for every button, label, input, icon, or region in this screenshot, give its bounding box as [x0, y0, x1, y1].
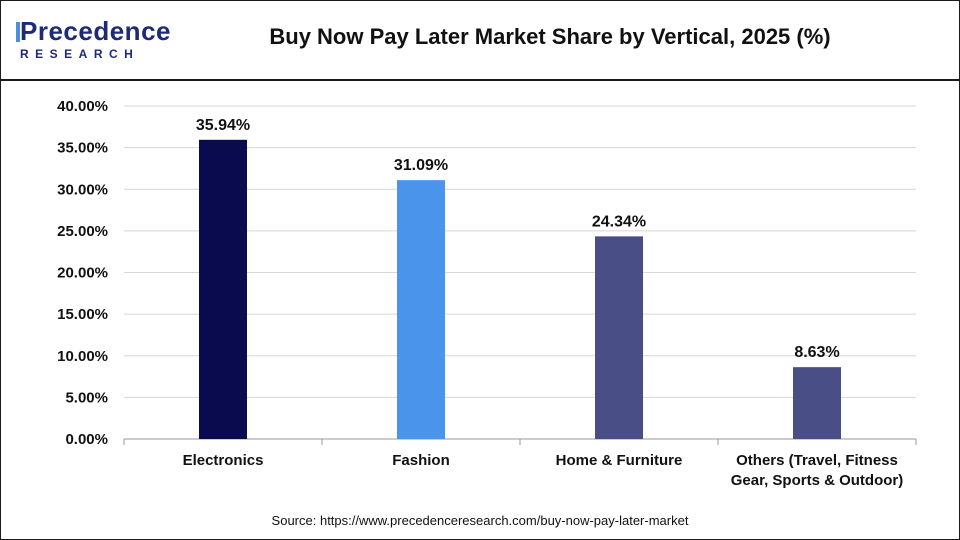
data-label: 35.94%	[196, 117, 250, 134]
bar	[793, 367, 841, 439]
y-tick-label: 15.00%	[57, 306, 108, 323]
header-divider	[0, 79, 960, 81]
data-label: 31.09%	[394, 157, 448, 174]
logo-text-top: Precedence	[20, 16, 171, 46]
data-label: 8.63%	[794, 344, 839, 361]
x-tick-label: Home & Furniture	[556, 452, 683, 469]
bar	[199, 139, 247, 439]
y-tick-label: 35.00%	[57, 140, 108, 157]
y-tick-label: 5.00%	[65, 389, 108, 406]
y-tick-label: 10.00%	[57, 348, 108, 365]
y-tick-label: 40.00%	[57, 98, 108, 115]
header: Precedence RESEARCH Buy Now Pay Later Ma…	[0, 0, 960, 80]
logo-text-bottom: RESEARCH	[20, 47, 140, 61]
bar	[595, 236, 643, 439]
x-tick-label: Fashion	[392, 452, 450, 469]
brand-logo: Precedence RESEARCH	[16, 18, 170, 62]
y-tick-label: 0.00%	[65, 431, 108, 448]
bar	[397, 180, 445, 439]
source-note: Source: https://www.precedenceresearch.c…	[271, 513, 689, 528]
chart-title: Buy Now Pay Later Market Share by Vertic…	[269, 24, 831, 49]
x-tick-label: Gear, Sports & Outdoor)	[731, 472, 904, 489]
y-tick-label: 20.00%	[57, 265, 108, 282]
y-tick-label: 25.00%	[57, 223, 108, 240]
data-label: 24.34%	[592, 213, 646, 230]
logo-mark-icon	[16, 22, 20, 42]
x-tick-label: Others (Travel, Fitness	[736, 452, 898, 469]
x-tick-label: Electronics	[183, 452, 264, 469]
bar-chart: 0.00% 5.00% 10.00% 15.00% 20.00% 25.00% 30.00%…	[57, 98, 917, 489]
y-tick-label: 30.00%	[57, 181, 108, 198]
